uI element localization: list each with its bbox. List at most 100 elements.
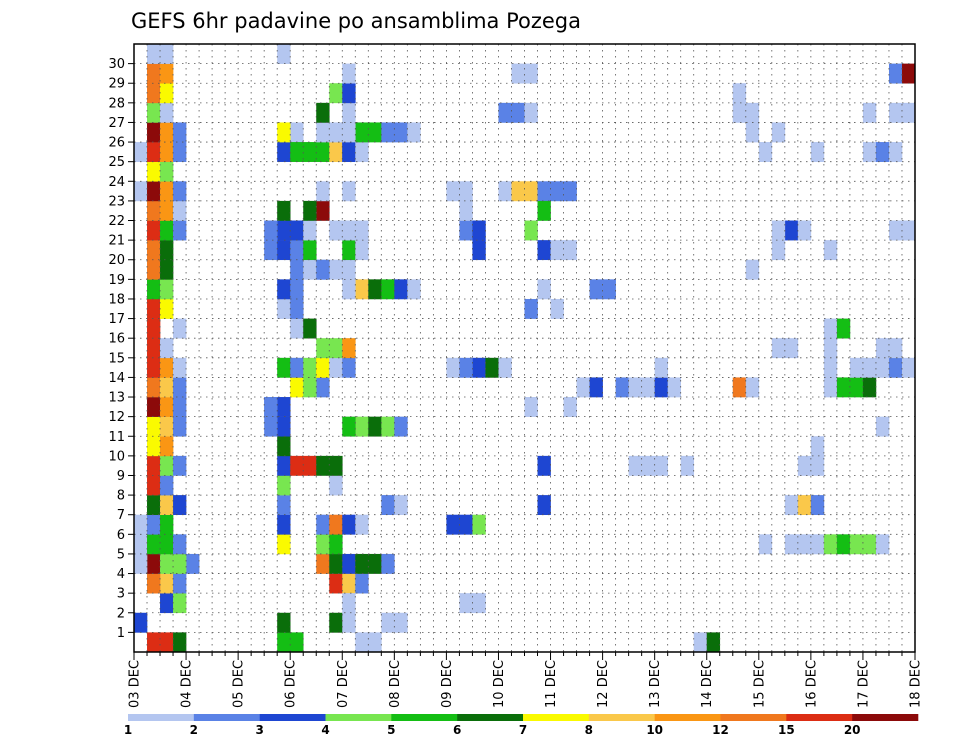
heatmap-cell	[810, 534, 825, 555]
heatmap-cell	[810, 142, 825, 162]
x-tick-label: 14 DEC	[700, 660, 715, 708]
heatmap-cell	[654, 377, 668, 398]
heatmap-cell	[134, 142, 148, 162]
heatmap-cell	[446, 181, 460, 202]
heatmap-cell	[784, 495, 799, 516]
heatmap-cell	[147, 220, 161, 241]
heatmap-cell	[797, 455, 812, 476]
heatmap-cell	[550, 298, 564, 319]
y-tick-label: 4	[117, 567, 125, 582]
heatmap-cell	[329, 475, 343, 496]
colorbar-label: 3	[255, 723, 263, 737]
colorbar-swatch	[457, 714, 524, 721]
y-tick-label: 19	[108, 273, 125, 288]
heatmap-cell	[836, 534, 851, 555]
x-tick-label: 04 DEC	[180, 660, 195, 708]
heatmap-cell	[160, 357, 174, 378]
heatmap-cell	[524, 181, 538, 202]
heatmap-cell	[160, 338, 174, 359]
heatmap-cell	[537, 455, 551, 476]
heatmap-cell	[134, 553, 148, 574]
heatmap-cell	[563, 181, 577, 202]
heatmap-cell	[147, 377, 161, 398]
heatmap-cell	[524, 102, 538, 123]
x-tick-label: 06 DEC	[284, 660, 299, 708]
y-tick-label: 6	[117, 528, 125, 543]
heatmap-cell	[303, 220, 317, 241]
heatmap-cell	[290, 377, 304, 398]
heatmap-cell	[277, 495, 291, 516]
heatmap-cell	[277, 200, 291, 221]
heatmap-cell	[316, 200, 330, 221]
heatmap-cell	[290, 632, 304, 653]
heatmap-cell	[758, 534, 773, 555]
heatmap-cell	[576, 377, 590, 398]
heatmap-cell	[368, 553, 382, 574]
heatmap-cell	[823, 534, 838, 555]
x-tick-label: 09 DEC	[440, 660, 455, 708]
heatmap-cell	[277, 357, 291, 378]
heatmap-cell	[342, 181, 356, 202]
heatmap-cell	[511, 63, 525, 84]
heatmap-cell	[537, 181, 551, 202]
heatmap-cell	[329, 553, 343, 574]
heatmap-cell	[147, 279, 161, 300]
heatmap-cell	[277, 632, 291, 653]
heatmap-cell	[823, 357, 838, 378]
heatmap-cell	[342, 102, 356, 123]
colorbar-label: 5	[387, 723, 395, 737]
colorbar-swatch	[391, 714, 458, 721]
heatmap-cell	[303, 200, 317, 221]
heatmap-cell	[160, 632, 174, 653]
colorbar-label: 20	[844, 723, 861, 737]
heatmap-cell	[771, 122, 786, 143]
heatmap-cell	[537, 240, 551, 261]
heatmap-cell	[160, 44, 174, 64]
heatmap-cell	[394, 416, 408, 437]
heatmap-cell	[823, 240, 838, 261]
colorbar-label: 10	[646, 723, 663, 737]
heatmap-cell	[823, 338, 838, 359]
heatmap-cell	[342, 63, 356, 84]
heatmap-cell	[147, 357, 161, 378]
heatmap-cell	[160, 83, 174, 104]
heatmap-cell	[355, 220, 369, 241]
gridlines	[134, 44, 915, 652]
heatmap-cell	[901, 220, 916, 241]
heatmap-cell	[745, 122, 760, 143]
heatmap-cell	[277, 397, 291, 417]
y-tick-label: 20	[108, 253, 125, 268]
heatmap-cell	[524, 397, 538, 417]
colorbar-swatch	[786, 714, 853, 721]
x-axis-ticks: 03 DEC 04 DEC 05 DEC 06 DEC 07 DEC 08 DEC 09 D…	[128, 652, 924, 708]
heatmap-cell	[849, 534, 864, 555]
heatmap-cell	[173, 200, 187, 221]
heatmap-cell	[290, 220, 304, 241]
heatmap-cell	[459, 514, 473, 535]
heatmap-cell	[472, 357, 486, 378]
heatmap-cell	[290, 455, 304, 476]
heatmap-cell	[498, 357, 512, 378]
heatmap-cell	[563, 240, 577, 261]
heatmap-cell	[784, 338, 799, 359]
heatmap-cell	[173, 122, 187, 143]
colorbar-swatch	[588, 714, 655, 721]
heatmap-cell	[654, 455, 668, 476]
colorbar-label: 4	[321, 723, 329, 737]
heatmap-cell	[316, 553, 330, 574]
heatmap-cell	[277, 44, 291, 64]
heatmap-cell	[173, 573, 187, 594]
heatmap-cell	[342, 220, 356, 241]
heatmap-cell	[160, 455, 174, 476]
heatmap-cell	[888, 142, 903, 162]
heatmap-cell	[316, 259, 330, 280]
heatmap-cell	[875, 534, 890, 555]
heatmap-cell	[797, 220, 812, 241]
heatmap-cell	[810, 495, 825, 516]
y-tick-label: 27	[108, 116, 125, 131]
heatmap-cell	[290, 318, 304, 339]
y-tick-label: 23	[108, 194, 125, 209]
heatmap-cell	[147, 142, 161, 162]
heatmap-cell	[160, 416, 174, 437]
heatmap-cell	[160, 298, 174, 319]
